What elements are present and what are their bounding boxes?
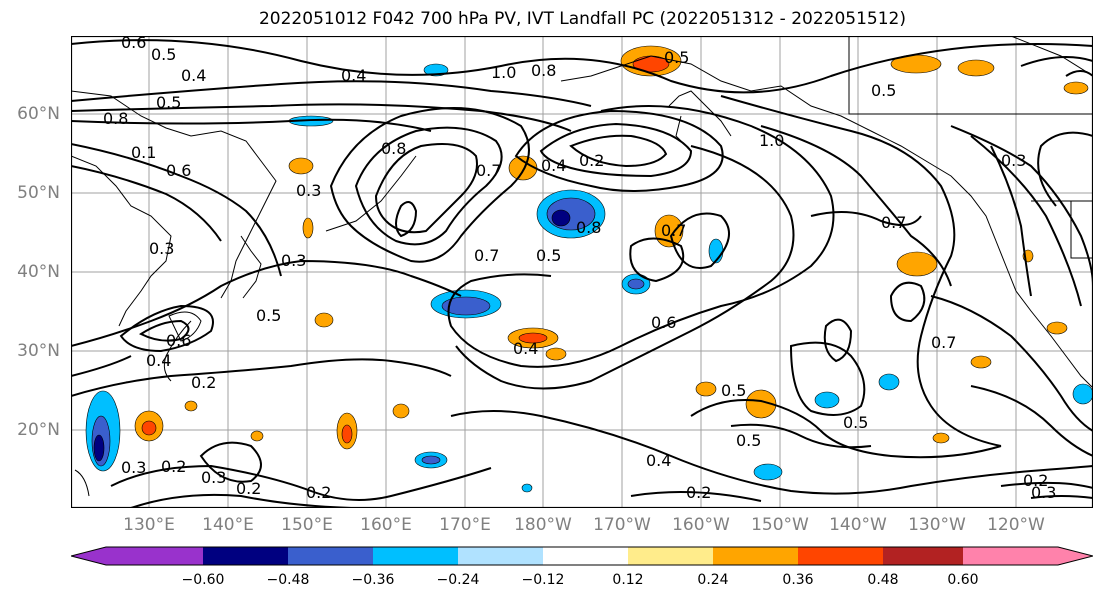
colorbar-tick: −0.60 bbox=[181, 572, 225, 588]
lat-label-30n: 30°N bbox=[17, 341, 60, 361]
lat-label-40n: 40°N bbox=[17, 262, 60, 282]
lon-label: 130°E bbox=[123, 515, 175, 535]
contour-label: 0.5 bbox=[664, 48, 689, 67]
colorbar-segment bbox=[798, 547, 883, 565]
contour-label: 0.3 bbox=[121, 458, 146, 477]
contour-label: 0.1 bbox=[131, 143, 156, 162]
contour-label: 0.3 bbox=[1001, 151, 1026, 170]
contour-label: 0.2 bbox=[686, 483, 711, 502]
contour-label: 0.5 bbox=[721, 381, 746, 400]
contour-label: 0.7 bbox=[931, 333, 956, 352]
lon-label: 160°W bbox=[672, 515, 730, 535]
contour-label: 1.0 bbox=[491, 63, 516, 82]
colorbar-segment bbox=[288, 547, 373, 565]
contour-label: 0.6 bbox=[651, 313, 676, 332]
contour-label: 0.7 bbox=[661, 221, 686, 240]
pv-contours bbox=[71, 39, 1093, 508]
lon-label: 140°E bbox=[202, 515, 254, 535]
contour-label: 0.2 bbox=[579, 151, 604, 170]
contour-label: 0.5 bbox=[871, 81, 896, 100]
contour-label: 0.4 bbox=[513, 339, 538, 358]
map-frame bbox=[71, 36, 1093, 508]
lon-label: 150°E bbox=[281, 515, 333, 535]
contour-label: 0.3 bbox=[149, 239, 174, 258]
colorbar-segment bbox=[543, 547, 628, 565]
colorbar-segment bbox=[458, 547, 543, 565]
contour-label: 0.5 bbox=[843, 413, 868, 432]
lat-label-20n: 20°N bbox=[17, 420, 60, 440]
contour-label: 0.7 bbox=[881, 213, 906, 232]
contour-label: 0.4 bbox=[646, 451, 671, 470]
colorbar-segment bbox=[628, 547, 713, 565]
colorbar-tick: 0.48 bbox=[867, 572, 899, 588]
contour-label: 0.8 bbox=[576, 218, 601, 237]
contour-label: 0.5 bbox=[256, 306, 281, 325]
contour-label: 0.2 bbox=[306, 483, 331, 502]
contour-label: 0.8 bbox=[531, 61, 556, 80]
colorbar-tick: −0.48 bbox=[266, 572, 310, 588]
contour-label: 0.7 bbox=[476, 161, 501, 180]
contour-label: 0.4 bbox=[341, 66, 366, 85]
contour-label: 0.5 bbox=[151, 45, 176, 64]
lon-label: 170°E bbox=[439, 515, 491, 535]
colorbar-tick: −0.24 bbox=[436, 572, 480, 588]
contour-label: 0.6 bbox=[166, 161, 191, 180]
contour-label: 0.8 bbox=[103, 109, 128, 128]
colorbar-segment bbox=[203, 547, 288, 565]
contour-label: 0.5 bbox=[736, 431, 761, 450]
contour-label: 1.0 bbox=[759, 131, 784, 150]
colorbar-segment bbox=[713, 547, 798, 565]
lon-label: 180°W bbox=[514, 515, 572, 535]
lat-label-60n: 60°N bbox=[17, 104, 60, 124]
colorbar-segment bbox=[71, 547, 203, 565]
contour-label: 0.5 bbox=[536, 246, 561, 265]
contour-label: 0.2 bbox=[1023, 471, 1048, 490]
contour-label: 0.4 bbox=[181, 66, 206, 85]
shaded-anomalies bbox=[85, 45, 1093, 493]
contour-labels: 0.6 0.5 0.4 0.5 0.8 0.4 1.0 0.8 0.5 0.5 … bbox=[103, 36, 1056, 502]
colorbar bbox=[71, 546, 1093, 566]
colorbar-segment bbox=[883, 547, 963, 565]
contour-label: 0.3 bbox=[281, 251, 306, 270]
colorbar-tick: 0.36 bbox=[782, 572, 814, 588]
contour-label: 0.3 bbox=[1031, 483, 1056, 502]
lon-label: 150°W bbox=[751, 515, 809, 535]
colorbar-tick: 0.24 bbox=[697, 572, 729, 588]
lon-label: 160°E bbox=[360, 515, 412, 535]
contour-label: 0.5 bbox=[156, 93, 181, 112]
contour-label: 0.3 bbox=[296, 181, 321, 200]
colorbar-tick: 0.60 bbox=[947, 572, 979, 588]
contour-label: 0.2 bbox=[191, 373, 216, 392]
colorbar-tick: −0.12 bbox=[521, 572, 565, 588]
contour-label: 0.8 bbox=[381, 139, 406, 158]
contour-label: 0.2 bbox=[236, 479, 261, 498]
lon-label: 170°W bbox=[593, 515, 651, 535]
colorbar-tick: −0.36 bbox=[351, 572, 395, 588]
contour-label: 0.4 bbox=[146, 351, 171, 370]
contour-label: 0.6 bbox=[166, 331, 191, 350]
lon-label: 120°W bbox=[987, 515, 1045, 535]
contour-label: 0.3 bbox=[201, 468, 226, 487]
lat-label-50n: 50°N bbox=[17, 183, 60, 203]
lon-label: 140°W bbox=[829, 515, 887, 535]
colorbar-tick: 0.12 bbox=[612, 572, 644, 588]
coastlines bbox=[71, 36, 1093, 497]
map-title: 2022051012 F042 700 hPa PV, IVT Landfall… bbox=[258, 9, 906, 29]
lon-label: 130°W bbox=[908, 515, 966, 535]
contour-label: 0.7 bbox=[474, 246, 499, 265]
map-plot[interactable]: 0.6 0.5 0.4 0.5 0.8 0.4 1.0 0.8 0.5 0.5 … bbox=[71, 36, 1093, 508]
colorbar-segment bbox=[373, 547, 458, 565]
contour-label: 0.6 bbox=[121, 36, 146, 52]
contour-label: 0.4 bbox=[541, 156, 566, 175]
colorbar-segment bbox=[963, 547, 1093, 565]
contour-label: 0.2 bbox=[161, 457, 186, 476]
